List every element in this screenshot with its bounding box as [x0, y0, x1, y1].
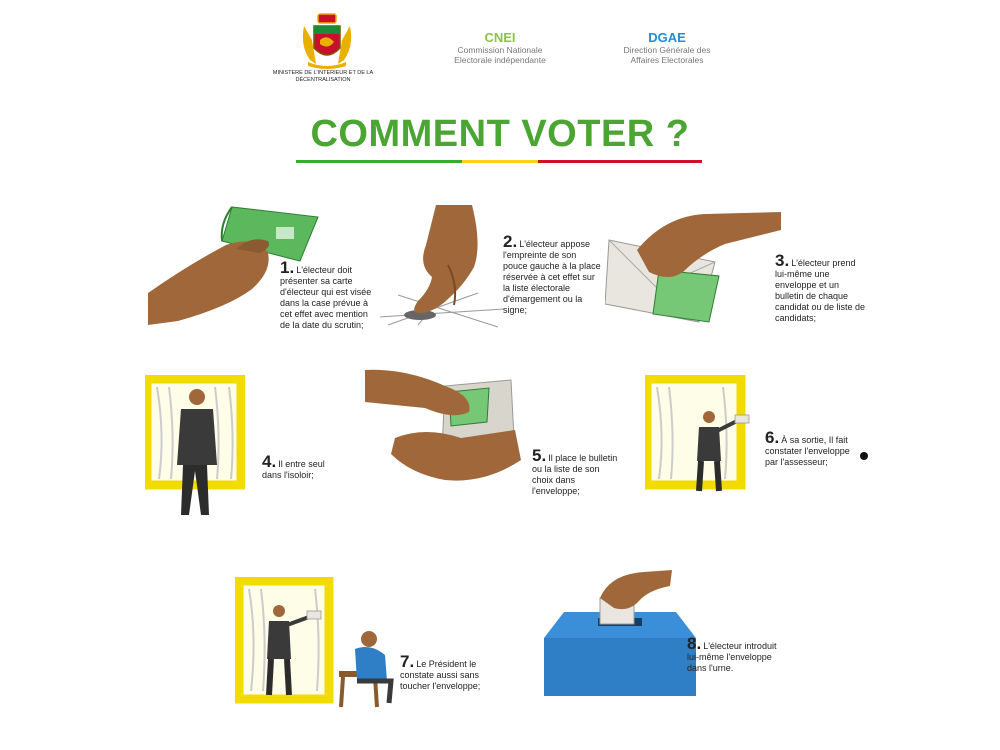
cnei-code: CNEI	[484, 30, 516, 45]
ministry-name: MINISTERE DE L'INTERIEUR ET DE LA DÉCENT…	[272, 70, 374, 83]
page-marker-dot	[860, 452, 868, 460]
president-checking-envelope-illustration	[235, 577, 394, 708]
cnei-name-line1: Commission Nationale	[457, 45, 543, 55]
thumbprint-hand-illustration	[379, 205, 505, 328]
step-6-text: À sa sortie, Il fait constater l'envelop…	[765, 435, 850, 467]
step-3-number: 3.	[775, 251, 790, 270]
step-4-number: 4.	[262, 452, 277, 471]
step-2-text: L'électeur appose l'empreinte de son pou…	[503, 239, 601, 315]
step-8-text: L'électeur introduit lui-même l'envelopp…	[687, 641, 777, 673]
step-6: 6. À sa sortie, Il fait constater l'envel…	[765, 429, 855, 468]
cnei-name-line2: Electorale indépendante	[454, 55, 546, 65]
step-1-text: L'électeur doit présenter sa carte d'éle…	[280, 265, 372, 330]
flag-underline-green	[296, 160, 462, 163]
step-4-text: Il entre seul dans l'isoloir;	[262, 459, 325, 480]
coat-of-arms-logo	[302, 13, 352, 69]
step-7-number: 7.	[400, 652, 415, 671]
step-8-number: 8.	[687, 634, 702, 653]
hand-showing-card-illustration	[148, 206, 319, 325]
hands-sealing-envelope-illustration	[365, 369, 521, 481]
step-5: 5. Il place le bulletin ou la liste de so…	[532, 447, 622, 497]
step-5-text: Il place le bulletin ou la liste de son …	[532, 453, 618, 496]
step-2: 2. L'électeur appose l'empreinte de son p…	[503, 233, 603, 316]
step-7-text: Le Président le constate aussi sans touc…	[400, 659, 481, 691]
step-3: 3. L'électeur prend lui-même une envelopp…	[775, 252, 867, 324]
voter-entering-booth-illustration	[145, 375, 245, 515]
page-title: COMMENT VOTER ?	[310, 113, 690, 155]
step-6-number: 6.	[765, 428, 780, 447]
step-7: 7. Le Président le constate aussi sans to…	[400, 653, 485, 692]
dgae-block: DGAE Direction Générale des Affaires Ele…	[607, 30, 727, 65]
dgae-name-line1: Direction Générale des	[623, 45, 711, 55]
step-3-text: L'électeur prend lui-même une enveloppe …	[775, 258, 866, 323]
voter-exiting-booth-illustration	[645, 375, 750, 492]
step-4: 4. Il entre seul dans l'isoloir;	[262, 453, 330, 481]
step-8: 8. L'électeur introduit lui-même l'envelo…	[687, 635, 777, 674]
dgae-name-line2: Affaires Electorales	[630, 55, 704, 65]
step-1-number: 1.	[280, 258, 295, 277]
dgae-code: DGAE	[648, 30, 686, 45]
cnei-block: CNEI Commission Nationale Electorale ind…	[440, 30, 560, 65]
flag-underline-red	[538, 160, 702, 163]
hand-taking-envelope-illustration	[605, 212, 781, 323]
step-1: 1. L'électeur doit présenter sa carte d'é…	[280, 259, 375, 331]
step-5-number: 5.	[532, 446, 547, 465]
flag-underline-yellow	[462, 160, 538, 163]
step-2-number: 2.	[503, 232, 518, 251]
ballot-box-illustration	[544, 570, 696, 696]
